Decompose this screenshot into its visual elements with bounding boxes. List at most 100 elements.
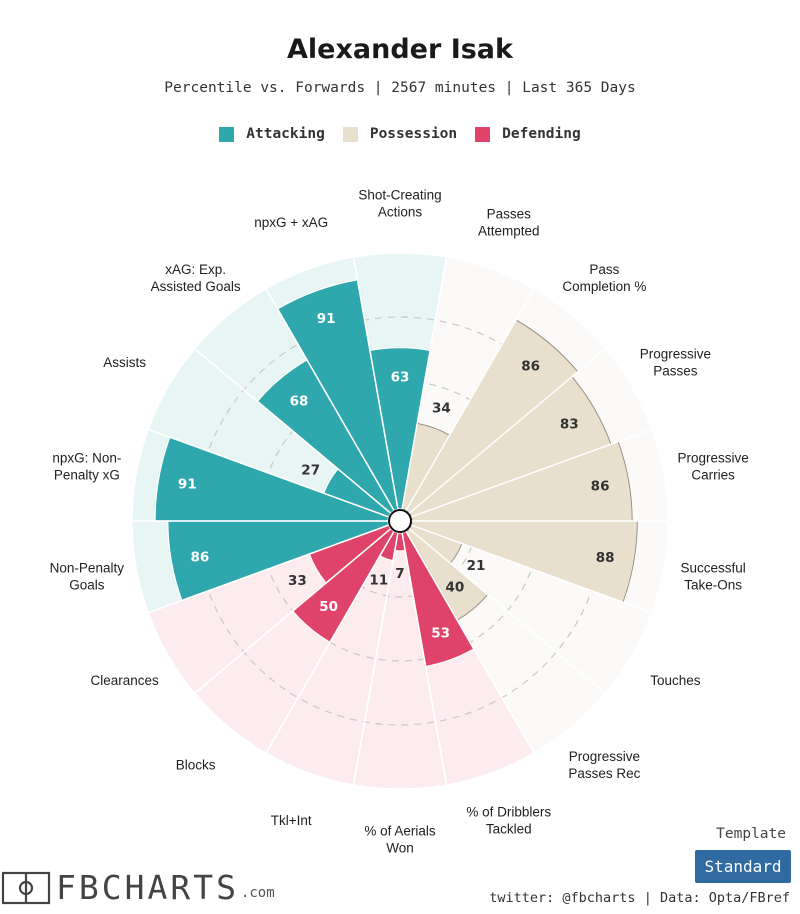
category-label-line: npxG: Non- (52, 450, 121, 465)
value-label-of-aerials-won: 7 (395, 566, 404, 582)
value-label-npxg-non-penalty-xg: 91 (178, 476, 197, 492)
data-credits: twitter: @fbcharts | Data: Opta/FBref (489, 890, 790, 906)
legend-item-possession: Possession (342, 126, 458, 142)
sector-divider (194, 528, 392, 694)
template-standard-button[interactable]: Standard (695, 850, 791, 883)
category-label-line: Actions (378, 205, 423, 220)
category-label-line: xAG: Exp. (165, 262, 226, 277)
value-label-of-dribblers-tackled: 53 (431, 626, 450, 642)
value-label-xag-exp-assisted-goals: 68 (290, 394, 309, 410)
category-label-line: Successful (681, 561, 746, 576)
legend-swatch-defending (475, 126, 491, 142)
category-label-of-aerials-won: % of Aerials Won (364, 824, 436, 856)
category-label-line: Take-Ons (684, 578, 742, 593)
value-label-shot-creating-actions: 63 (391, 370, 410, 386)
sector-divider (352, 256, 399, 510)
category-label-line: Goals (69, 578, 105, 593)
value-label-progressive-passes: 83 (560, 416, 579, 432)
sector-divider (401, 256, 448, 510)
sector-divider (405, 531, 535, 754)
legend-label-attacking: Attacking (246, 126, 325, 142)
sector-divider (352, 532, 399, 786)
category-label-line: Progressive (678, 450, 749, 465)
category-label-line: Won (386, 841, 414, 856)
category-label-line: Progressive (640, 347, 711, 362)
value-label-npxg-xag: 91 (317, 311, 336, 327)
chart-title: Alexander Isak (287, 34, 513, 65)
sector-divider (408, 348, 606, 514)
category-label-progressive-passes: Progressive Passes (640, 347, 711, 379)
category-label-line: Penalty xG (54, 467, 120, 482)
chart-subtitle: Percentile vs. Forwards | 2567 minutes |… (164, 80, 636, 96)
value-label-tkl-int: 11 (369, 572, 388, 588)
sector-divider (405, 288, 535, 511)
value-label-assists: 27 (301, 462, 320, 478)
value-label-non-penalty-goals: 86 (191, 549, 210, 565)
category-label-line: Pass (589, 262, 619, 277)
category-label-line: Blocks (176, 758, 216, 773)
category-label-line: Passes (487, 207, 532, 222)
sector-divider (147, 524, 389, 614)
category-label-line: npxG + xAG (254, 215, 328, 230)
category-label-line: Passes (653, 364, 698, 379)
category-label-shot-creating-actions: Shot-Creating Actions (358, 188, 441, 220)
category-label-line: Attempted (478, 224, 540, 239)
category-label-line: Assisted Goals (151, 279, 241, 294)
sector-divider (194, 348, 392, 514)
category-label-line: Passes Rec (568, 766, 640, 781)
center-hole (388, 509, 412, 533)
category-label-touches: Touches (650, 673, 701, 688)
category-label-line: Progressive (569, 749, 640, 764)
value-label-passes-attempted: 34 (432, 400, 451, 416)
category-label-line: Clearances (90, 673, 159, 688)
logo-wordmark: FBCHARTS (56, 868, 239, 907)
category-label-progressive-carries: Progressive Carries (678, 450, 749, 482)
legend-item-defending: Defending (475, 126, 581, 142)
category-label-passes-attempted: Passes Attempted (478, 207, 540, 239)
value-label-successful-take-ons: 88 (596, 550, 615, 566)
category-label-line: Shot-Creating (358, 188, 441, 203)
category-label-assists: Assists (103, 355, 146, 370)
category-label-line: Tackled (486, 821, 532, 836)
category-label-npxg-non-penalty-xg: npxG: Non- Penalty xG (52, 450, 121, 482)
sector-divider (411, 428, 653, 518)
category-label-tkl-int: Tkl+Int (271, 813, 312, 828)
value-label-pass-completion: 86 (521, 358, 540, 374)
legend-swatch-attacking (219, 126, 235, 142)
category-label-npxg-xag: npxG + xAG (254, 215, 328, 230)
category-label-xag-exp-assisted-goals: xAG: Exp. Assisted Goals (151, 262, 241, 294)
category-label-successful-take-ons: Successful Take-Ons (681, 561, 746, 593)
value-label-progressive-passes-rec: 40 (445, 579, 464, 595)
category-label-line: Completion % (562, 279, 646, 294)
category-label-line: Touches (650, 673, 701, 688)
sector-divider (408, 528, 606, 694)
logo-suffix: .com (240, 885, 275, 901)
category-label-line: Non-Penalty (50, 561, 125, 576)
sector-divider (147, 428, 389, 518)
legend: Attacking Possession Defending (0, 126, 800, 142)
category-label-non-penalty-goals: Non-Penalty Goals (50, 561, 125, 593)
category-label-progressive-passes-rec: Progressive Passes Rec (568, 749, 640, 781)
value-label-touches: 21 (467, 558, 486, 574)
sector-divider (265, 531, 395, 754)
value-label-blocks: 50 (319, 599, 338, 615)
value-label-progressive-carries: 86 (591, 479, 610, 495)
category-label-line: % of Dribblers (466, 804, 551, 819)
pitch-icon (1, 871, 51, 905)
legend-label-possession: Possession (369, 126, 458, 142)
legend-label-defending: Defending (502, 126, 581, 142)
legend-swatch-possession (342, 126, 358, 142)
category-label-of-dribblers-tackled: % of Dribblers Tackled (466, 804, 551, 836)
category-label-clearances: Clearances (90, 673, 159, 688)
category-label-line: % of Aerials (364, 824, 436, 839)
category-label-line: Carries (691, 467, 735, 482)
value-label-clearances: 33 (288, 573, 307, 589)
category-label-line: Assists (103, 355, 146, 370)
sector-divider (411, 524, 653, 614)
sector-divider (401, 532, 448, 786)
sector-divider (265, 288, 395, 511)
legend-item-attacking: Attacking (219, 126, 325, 142)
category-label-line: Tkl+Int (271, 813, 312, 828)
fbcharts-logo: FBCHARTS .com (0, 866, 275, 906)
